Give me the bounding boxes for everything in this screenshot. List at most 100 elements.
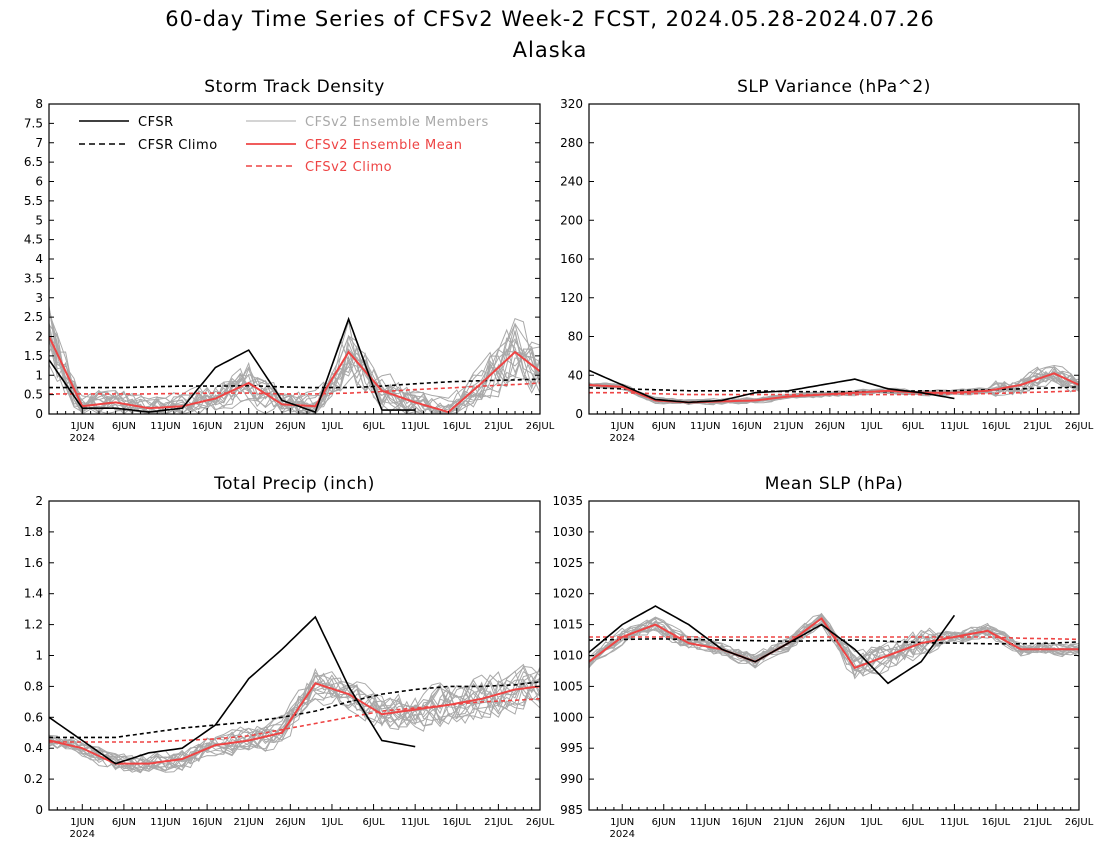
cfsr-line [589, 605, 956, 685]
legend-ens-mean-label: CFSv2 Ensemble Mean [305, 138, 462, 153]
panel-frame [588, 500, 1080, 811]
legend-cfsv2-climo-label: CFSv2 Climo [305, 160, 392, 175]
x-tick-label: 21JUN [233, 817, 263, 828]
panel-title: Mean SLP (hPa) [765, 474, 904, 494]
x-tick-label: 6JUL [362, 421, 385, 432]
cfsv2-climo-line [49, 698, 540, 743]
x-tick-label: 16JUL [982, 817, 1011, 828]
y-tick-label: 240 [560, 175, 583, 189]
y-tick-label: 0 [35, 803, 43, 817]
y-tick-label: 1.5 [24, 349, 43, 363]
y-tick-label: 0.5 [24, 388, 43, 402]
x-tick-label: 26JUL [526, 421, 555, 432]
x-tick-label: 16JUL [982, 421, 1011, 432]
y-tick-label: 6.5 [24, 155, 43, 169]
x-tick-label: 11JUL [401, 817, 430, 828]
total-precip-panel: Total Precip (inch) 0 0.2 0.4 0.6 0.8 1 1.2 1.4 1… [24, 474, 555, 840]
cfsr-line [49, 316, 416, 414]
x-year-label: 2024 [70, 829, 95, 840]
y-tick-label: 1005 [552, 679, 583, 693]
x-tick-label: 1JUN [70, 817, 94, 828]
x-tick-label: 1JUL [860, 817, 883, 828]
y-tick-label: 1.6 [24, 556, 43, 570]
ensemble-member-line [589, 623, 1079, 669]
plot-area [49, 615, 540, 774]
x-tick-label: 26JUN [815, 421, 845, 432]
ensemble-member-line [49, 320, 540, 414]
y-tick-label: 0.6 [24, 710, 43, 724]
ensemble-member-line [49, 322, 540, 414]
y-tick-label: 2.5 [24, 310, 43, 324]
x-tick-label: 21JUN [773, 421, 803, 432]
y-tick-label: 1020 [552, 587, 583, 601]
cfsv2-climo-line [49, 382, 540, 395]
legend-cfsr-climo-label: CFSR Climo [138, 138, 218, 153]
cfsr-line [49, 615, 416, 765]
y-tick-label: 5.5 [24, 194, 43, 208]
y-tick-label: 1010 [552, 649, 583, 663]
mean-slp-panel: Mean SLP (hPa) 985 990 995 1000 1005 1010 1015 1… [552, 474, 1093, 840]
y-tick-label: 0.8 [24, 679, 43, 693]
ensemble-member-line [589, 366, 1079, 405]
y-tick-label: 1.8 [24, 525, 43, 539]
y-tick-label: 0 [35, 407, 43, 421]
y-tick-label: 3.5 [24, 271, 43, 285]
y-tick-label: 160 [560, 252, 583, 266]
x-tick-label: 1JUN [610, 817, 634, 828]
cfsr-line [589, 369, 955, 404]
x-tick-label: 6JUN [112, 817, 136, 828]
figure-title: 60-day Time Series of CFSv2 Week-2 FCST,… [165, 7, 934, 31]
x-tick-label: 21JUL [484, 817, 513, 828]
x-tick-label: 21JUL [1023, 817, 1052, 828]
y-tick-label: 3 [35, 291, 43, 305]
y-tick-label: 320 [560, 97, 583, 111]
ensemble-member-line [49, 338, 540, 414]
ensemble-member-line [49, 322, 540, 414]
y-tick-label: 40 [568, 368, 583, 382]
x-tick-label: 16JUL [442, 817, 471, 828]
cfsr-climo-line [49, 378, 540, 389]
y-tick-label: 1.2 [24, 618, 43, 632]
panel-title: SLP Variance (hPa^2) [737, 77, 931, 97]
plot-area [589, 364, 1079, 406]
plot-area [49, 305, 540, 414]
x-tick-label: 16JUN [732, 421, 762, 432]
y-tick-label: 6 [35, 175, 43, 189]
panel-title: Storm Track Density [204, 77, 385, 97]
x-tick-label: 11JUN [150, 817, 180, 828]
figure-subtitle: Alaska [513, 38, 588, 62]
legend-cfsr-label: CFSR [138, 115, 174, 130]
ensemble-member-line [49, 674, 540, 770]
x-tick-label: 6JUN [112, 421, 136, 432]
y-tick-label: 0.4 [24, 741, 43, 755]
x-tick-label: 1JUL [321, 817, 344, 828]
y-tick-label: 1000 [552, 710, 583, 724]
legend: CFSR CFSR Climo CFSv2 Ensemble Members CFSv… [79, 115, 489, 175]
y-tick-label: 990 [560, 772, 583, 786]
y-tick-label: 120 [560, 291, 583, 305]
panel-frame [588, 103, 1080, 415]
x-tick-label: 21JUN [773, 817, 803, 828]
x-tick-label: 26JUL [1065, 817, 1094, 828]
y-tick-label: 1 [35, 649, 43, 663]
x-tick-label: 21JUN [233, 421, 263, 432]
x-tick-label: 1JUL [860, 421, 883, 432]
x-tick-label: 6JUN [652, 421, 676, 432]
x-year-label: 2024 [609, 433, 634, 444]
y-tick-label: 2 [35, 330, 43, 344]
y-tick-label: 985 [560, 803, 583, 817]
ensemble-member-line [49, 671, 540, 772]
cfsr-climo-line [589, 637, 1079, 645]
legend-members-label: CFSv2 Ensemble Members [305, 115, 489, 130]
ensemble-mean-line [589, 616, 1079, 670]
x-tick-label: 16JUN [732, 817, 762, 828]
y-tick-label: 4 [35, 252, 43, 266]
slp-variance-panel: SLP Variance (hPa^2) 0 40 80 120 160 200 240 280… [560, 77, 1094, 444]
x-year-label: 2024 [609, 829, 634, 840]
y-tick-label: 1030 [552, 525, 583, 539]
y-tick-label: 80 [568, 330, 583, 344]
ensemble-member-line [49, 671, 540, 771]
y-tick-label: 0.2 [24, 772, 43, 786]
plot-area [589, 605, 1079, 685]
